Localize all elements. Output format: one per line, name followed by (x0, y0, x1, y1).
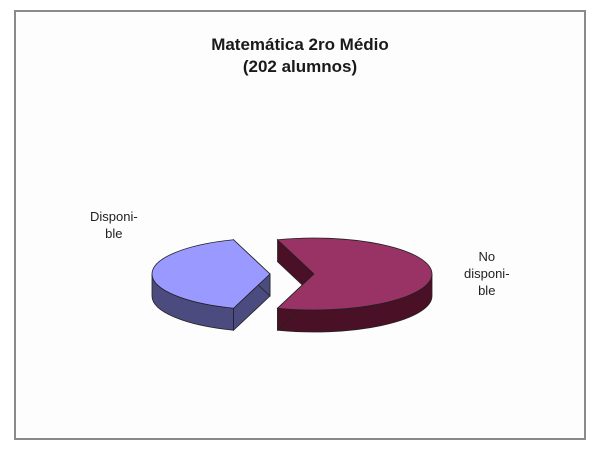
slice-label-disponible-line-2: ble (105, 226, 123, 241)
chart-title-line-1: Matemática 2ro Médio (211, 35, 389, 54)
slice-label-no-disponible-line-1: No (478, 249, 496, 264)
chart-area: Matemática 2ro Médio (202 alumnos) Dispo… (14, 10, 586, 440)
slice-label-disponible: Disponi- ble (90, 208, 138, 242)
slice-label-no-disponible: No disponi- ble (464, 248, 510, 299)
pie-slice-no-disponible (276, 237, 433, 311)
chart-title: Matemática 2ro Médio (202 alumnos) (16, 34, 584, 78)
pie-slices (151, 237, 433, 333)
slice-label-no-disponible-line-2: disponi- (464, 266, 510, 281)
slice-label-disponible-line-1: Disponi- (90, 209, 138, 224)
slice-label-no-disponible-line-3: ble (478, 283, 496, 298)
pie-plot (151, 237, 433, 333)
pie-slice-disponible (151, 239, 271, 309)
chart-title-line-2: (202 alumnos) (242, 57, 358, 76)
